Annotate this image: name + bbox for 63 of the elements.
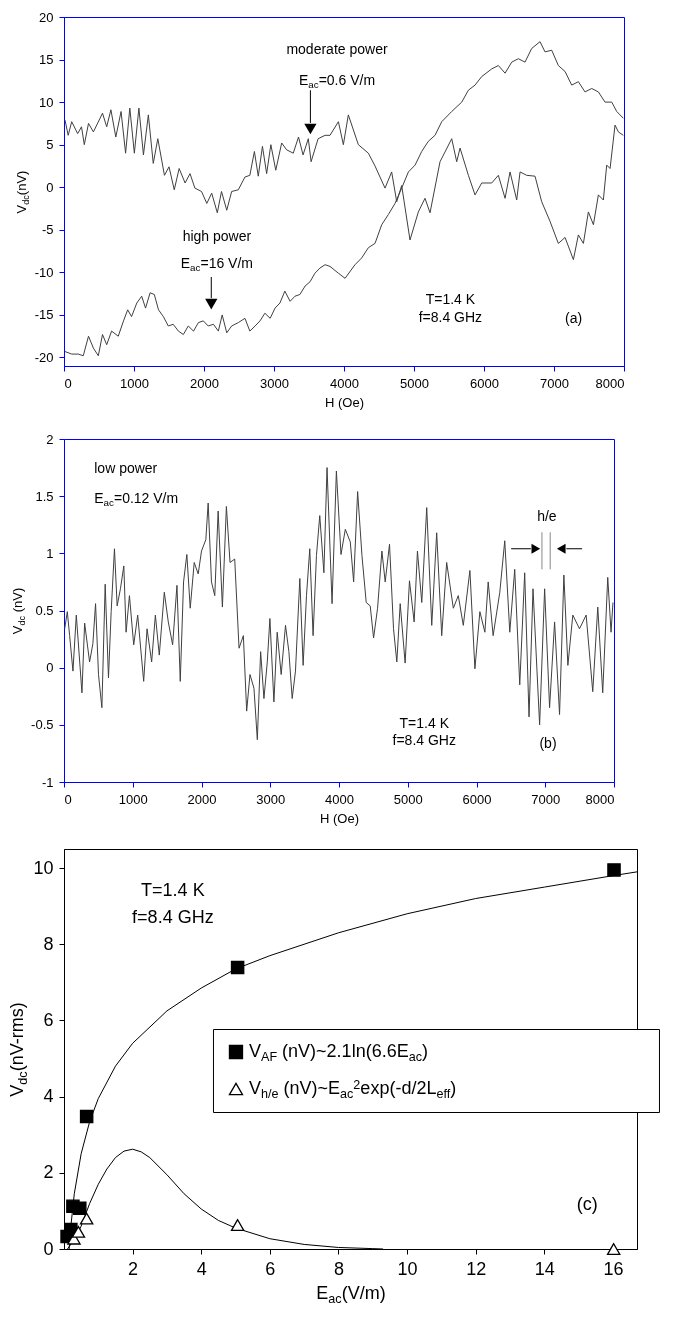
x-tick-label: 4000 [325, 791, 354, 807]
x-tick-label: 6000 [470, 375, 499, 391]
x-tick-label: 6000 [462, 791, 492, 807]
x-tick-label: 3000 [256, 791, 286, 807]
x-tick-label: 4000 [330, 375, 359, 391]
y-tick-label: 1.5 [35, 488, 54, 504]
y-tick-label: 0 [43, 1238, 54, 1259]
x-tick-label: 0 [64, 375, 72, 391]
x-tick-label: 4 [196, 1258, 207, 1279]
y-tick-label: 5 [46, 137, 54, 153]
y-tick-label: 10 [33, 857, 54, 878]
x-tick-label: 0 [64, 791, 72, 807]
annotation: (b) [539, 735, 557, 752]
annotation: (a) [565, 309, 583, 326]
y-tick-label: 2 [46, 431, 54, 447]
annotation: low power E$_{ac}$=0.12 V/m [94, 459, 179, 508]
x-tick-label: 12 [466, 1258, 487, 1279]
x-tick-label: 14 [534, 1258, 555, 1279]
x-axis-title: E$_{ac}$(V/m) [316, 1282, 386, 1306]
annotation: T=1.4 K f=8.4 GHz [418, 290, 483, 325]
y-tick-label: -15 [34, 307, 54, 323]
y-tick-label: 15 [39, 52, 54, 68]
y-tick-label: 4 [43, 1086, 54, 1107]
y-tick-label: -1 [41, 774, 54, 790]
x-tick-label: 5000 [393, 791, 423, 807]
x-tick-label: 8000 [585, 791, 615, 807]
annotation: (c) [576, 1194, 598, 1214]
y-tick-label: 0 [46, 660, 54, 676]
y-tick-label: 6 [43, 1009, 54, 1030]
x-tick-label: 16 [603, 1258, 624, 1279]
x-tick-label: 3000 [260, 375, 289, 391]
legend-label: V$_{h/e}$ (nV)~E$_{ac}$$^{2}$exp(-d/2L$_{eff}$) [248, 1077, 457, 1101]
annotation: high power E$_{ac}$=16 V/m [180, 227, 253, 273]
y-tick-label: 0 [46, 179, 54, 195]
x-tick-label: 1000 [120, 375, 149, 391]
y-tick-label: -0.5 [31, 717, 54, 733]
y-tick-label: -20 [34, 349, 54, 365]
y-tick-label: -5 [41, 222, 54, 238]
annotation: T=1.4 K f=8.4 GHz [392, 714, 456, 748]
annotation: moderate power E$_{ac}$=0.6 V/m [286, 41, 388, 91]
y-tick-label: 20 [39, 9, 54, 25]
x-tick-label: 7000 [540, 375, 569, 391]
y-tick-label: 2 [43, 1162, 54, 1183]
x-axis-title: H (Oe) [325, 394, 364, 410]
y-tick-label: 8 [43, 933, 54, 954]
x-tick-label: 6 [265, 1258, 276, 1279]
x-tick-label: 2000 [187, 791, 217, 807]
x-tick-label: 10 [397, 1258, 418, 1279]
x-tick-label: 1000 [118, 791, 148, 807]
x-tick-label: 7000 [531, 791, 561, 807]
annotation: h/e [537, 507, 557, 524]
y-tick-label: 1 [46, 545, 54, 561]
x-tick-label: 8 [333, 1258, 344, 1279]
x-axis-title: H (Oe) [320, 810, 359, 826]
x-tick-label: 5000 [400, 375, 429, 391]
x-tick-label: 8000 [595, 375, 625, 391]
y-tick-label: -10 [34, 264, 54, 280]
y-tick-label: 0.5 [35, 603, 54, 618]
x-tick-label: 2 [128, 1258, 139, 1279]
y-tick-label: 10 [39, 94, 54, 110]
annotation: T=1.4 K f=8.4 GHz [132, 880, 214, 927]
x-tick-label: 2000 [190, 375, 219, 391]
legend-label: V$_{AF}$ (nV)~2.1ln(6.6E$_{ac}$) [248, 1041, 428, 1064]
